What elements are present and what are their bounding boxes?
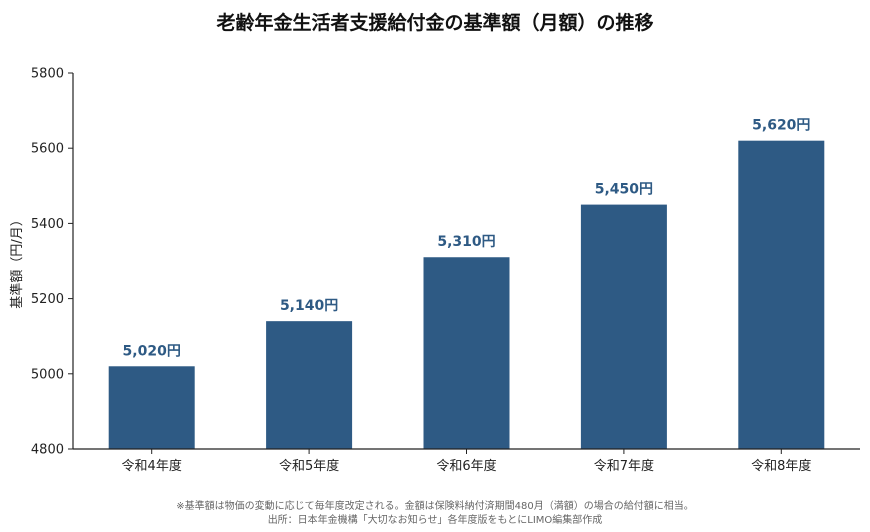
- y-tick-label: 5800: [31, 67, 64, 82]
- bar-data-label: 5,620円: [752, 118, 810, 134]
- x-tick-label: 令和8年度: [751, 458, 811, 474]
- bar-data-label: 5,140円: [280, 298, 338, 314]
- x-tick-label: 令和7年度: [594, 458, 654, 474]
- x-tick-label: 令和5年度: [279, 458, 339, 474]
- bar: [423, 257, 510, 449]
- bars: [108, 140, 825, 449]
- bar: [580, 204, 667, 449]
- bar: [738, 140, 825, 449]
- bar: [108, 366, 195, 449]
- x-axis-labels: 令和4年度 令和5年度 令和6年度 令和7年度 令和8年度: [122, 449, 811, 474]
- bar-data-label: 5,310円: [437, 234, 495, 250]
- footnote-2: 出所：日本年金機構「大切なお知らせ」各年度版をもとにLIMO編集部作成: [267, 515, 603, 526]
- y-tick-label: 4800: [31, 443, 64, 458]
- y-tick-label: 5400: [31, 217, 64, 232]
- data-labels: 5,020円 5,140円 5,310円 5,450円 5,620円: [123, 118, 811, 360]
- bar: [266, 321, 353, 449]
- y-tick-label: 5200: [31, 292, 64, 307]
- chart-title: 老齢年金生活者支援給付金の基準額（月額）の推移: [216, 12, 654, 34]
- x-tick-label: 令和6年度: [436, 458, 496, 474]
- bar-data-label: 5,450円: [595, 182, 653, 198]
- bar-data-label: 5,020円: [123, 343, 181, 359]
- footnote-1: ※基準額は物価の変動に応じて毎年度改定される。金額は保険料納付済期間480月（満…: [176, 501, 694, 512]
- x-tick-label: 令和4年度: [122, 458, 182, 474]
- y-tick-label: 5600: [31, 142, 64, 157]
- y-axis-title: 基準額（円/月）: [9, 213, 25, 308]
- y-axis-ticks: 4800 5000 5200 5400 5600 5800: [31, 67, 73, 458]
- y-tick-label: 5000: [31, 367, 64, 382]
